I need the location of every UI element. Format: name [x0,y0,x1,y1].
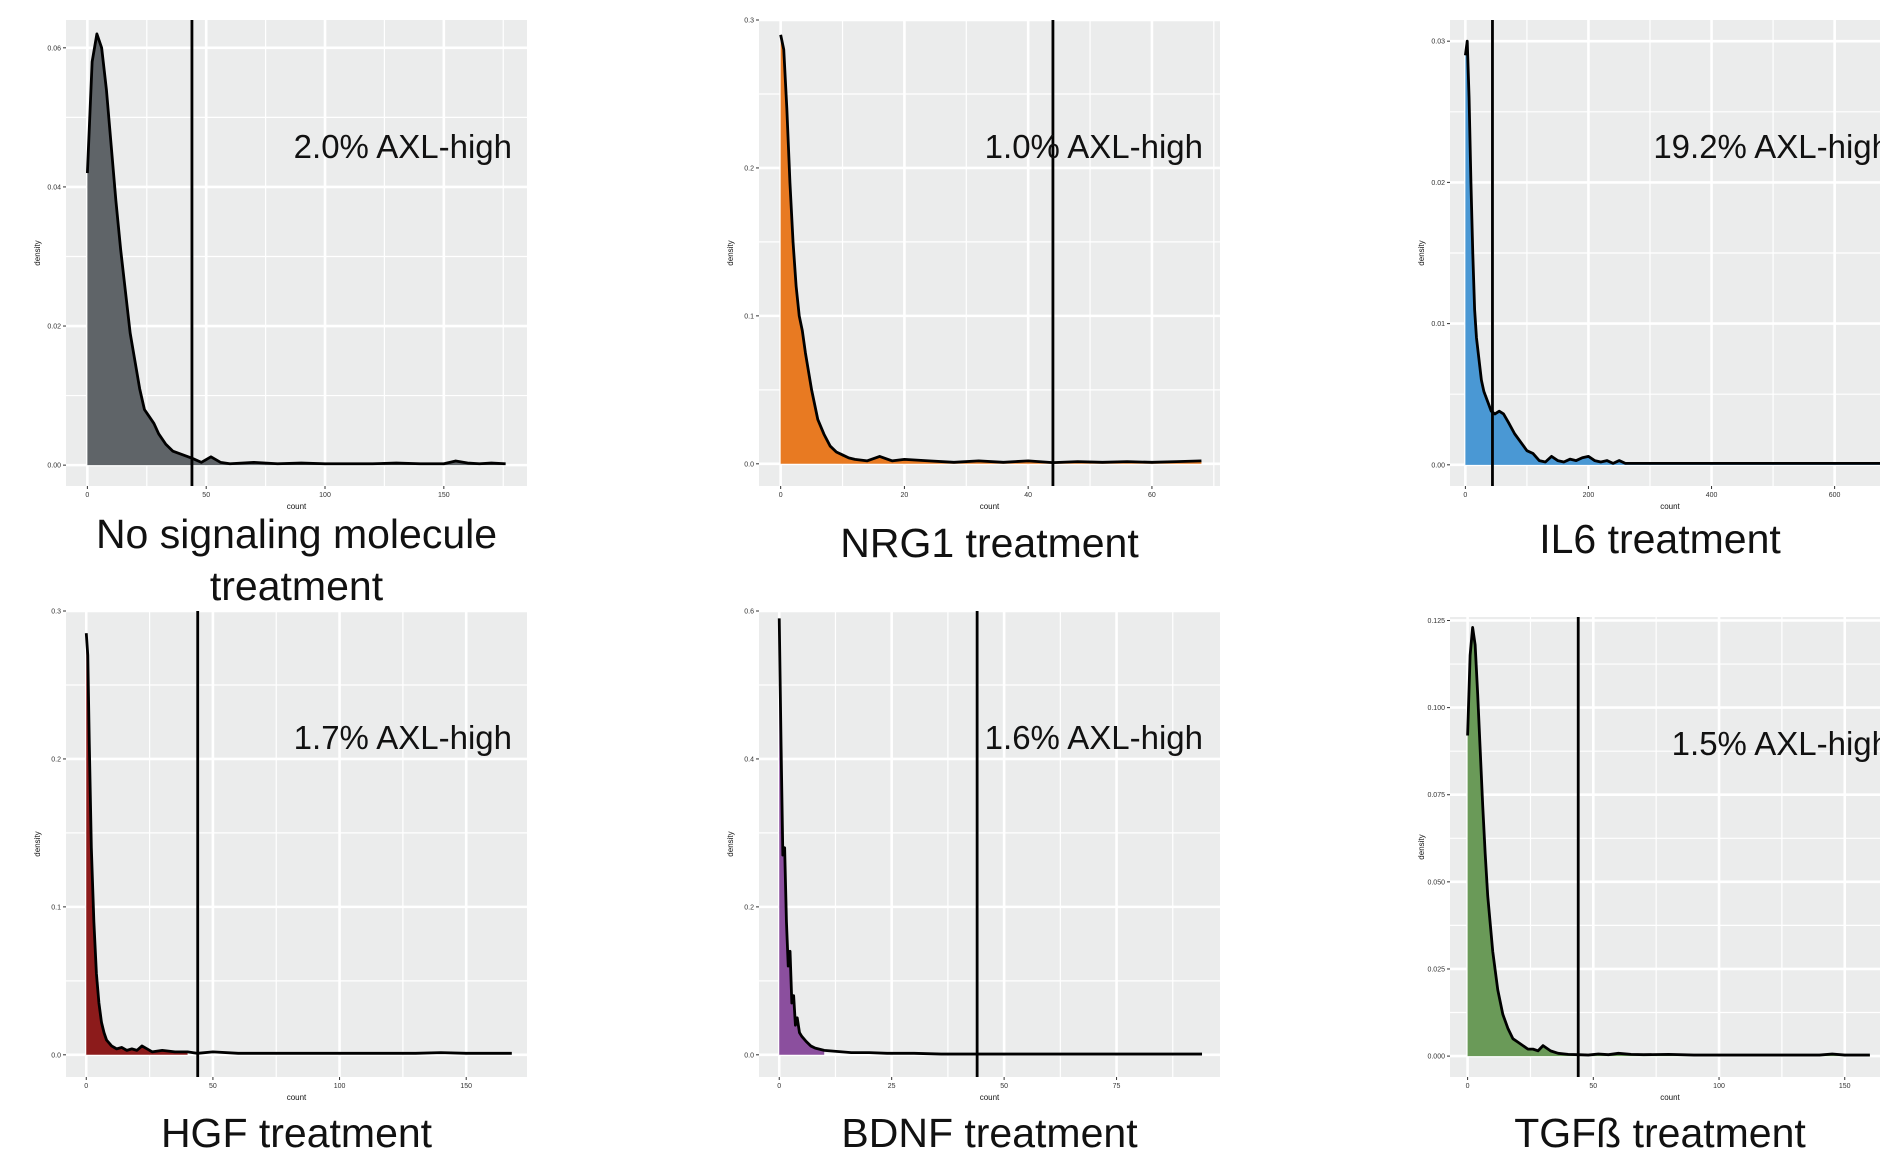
y-tick-label: 0.00 [1431,462,1445,469]
panel-0: 0.00 0.02 0.04 0.06 0 50 100 150 count density 2.0… [33,20,527,609]
x-tick-label: 40 [1024,492,1032,499]
x-tick-label: 0 [85,492,89,499]
x-tick-label: 0 [1463,492,1467,499]
treatment-title: NRG1 treatment [840,520,1139,566]
y-axis-label: density [1417,834,1426,859]
x-tick-label: 0 [84,1083,88,1090]
y-tick-label: 0.125 [1427,618,1445,625]
x-tick-label: 150 [460,1083,472,1090]
y-tick-label: 0.6 [744,609,754,616]
panel-2: 0.00 0.01 0.02 0.03 0 200 400 600 count density 19… [1417,20,1880,562]
x-tick-label: 100 [334,1083,346,1090]
x-tick-label: 0 [1466,1083,1470,1090]
axl-high-annotation: 1.7% AXL-high [294,719,512,756]
y-tick-label: 0.00 [47,463,61,470]
y-tick-label: 0.02 [1431,180,1445,187]
treatment-title: TGFß treatment [1514,1110,1806,1156]
x-tick-label: 600 [1829,492,1841,499]
density-area [87,33,506,466]
y-tick-label: 0.3 [744,18,754,25]
axl-high-annotation: 1.5% AXL-high [1672,725,1880,762]
x-tick-label: 50 [1000,1083,1008,1090]
y-tick-label: 0.025 [1427,966,1445,973]
axl-high-annotation: 19.2% AXL-high [1653,128,1880,165]
y-tick-label: 0.075 [1427,792,1445,799]
y-tick-label: 0.3 [51,609,61,616]
density-line [1463,39,1880,465]
x-tick-label: 0 [777,1083,781,1090]
treatment-title: BDNF treatment [841,1110,1138,1156]
density-line [84,633,512,1055]
treatment-title: HGF treatment [161,1110,433,1156]
y-tick-label: 0.2 [744,165,754,172]
x-tick-label: 20 [901,492,909,499]
y-axis-label: density [33,240,42,265]
y-tick-label: 0.06 [47,45,61,52]
density-line [779,34,1202,465]
x-axis-label: count [287,502,307,511]
x-tick-label: 50 [1589,1083,1597,1090]
y-axis-label: density [726,240,735,265]
panel-5: 0.000 0.025 0.050 0.075 0.100 0.125 0 50 100 150 c… [1417,617,1880,1156]
y-tick-label: 0.1 [51,904,61,911]
y-axis-label: density [726,831,735,856]
y-tick-label: 0.4 [744,756,754,763]
panel-background [759,611,1220,1077]
y-axis-label: density [33,831,42,856]
x-tick-label: 200 [1583,492,1595,499]
panel-3: 0.0 0.1 0.2 0.3 0 50 100 150 count density 1.7% AX… [33,609,527,1156]
x-tick-label: 0 [779,492,783,499]
y-tick-label: 0.1 [744,313,754,320]
y-tick-label: 0.0 [744,1052,754,1059]
y-tick-label: 0.2 [744,904,754,911]
axl-high-annotation: 1.0% AXL-high [985,128,1203,165]
treatment-title-line2: treatment [210,563,384,609]
x-tick-label: 100 [1713,1083,1725,1090]
y-tick-label: 0.2 [51,756,61,763]
panel-1: 0.0 0.1 0.2 0.3 0 20 40 60 count density 1.0% AXL-… [726,18,1220,566]
density-line [1466,626,1870,1057]
density-area [86,633,188,1055]
panel-background [66,611,527,1077]
y-tick-label: 0.000 [1427,1054,1445,1061]
y-tick-label: 0.02 [47,324,61,331]
treatment-title: No signaling molecule [96,511,497,557]
y-tick-label: 0.03 [1431,39,1445,46]
x-axis-label: count [980,1093,1000,1102]
x-tick-label: 75 [1113,1083,1121,1090]
panel-background [1450,617,1880,1077]
x-tick-label: 100 [319,492,331,499]
x-axis-label: count [287,1093,307,1102]
y-tick-label: 0.050 [1427,879,1445,886]
panel-4: 0.0 0.2 0.4 0.6 0 25 50 75 count density 1.6% AXL-… [726,609,1220,1156]
x-tick-label: 150 [438,492,450,499]
axl-high-annotation: 2.0% AXL-high [294,128,512,165]
x-tick-label: 25 [888,1083,896,1090]
x-axis-label: count [1660,502,1680,511]
y-tick-label: 0.0 [51,1052,61,1059]
density-line [85,32,506,466]
x-tick-label: 60 [1148,492,1156,499]
treatment-title: IL6 treatment [1539,516,1781,562]
density-area [1465,41,1880,465]
y-axis-label: density [1417,240,1426,265]
panel-background [759,20,1220,486]
y-tick-label: 0.100 [1427,705,1445,712]
x-tick-label: 50 [209,1083,217,1090]
x-tick-label: 150 [1839,1083,1851,1090]
x-tick-label: 400 [1706,492,1718,499]
density-line [777,618,1203,1056]
x-axis-label: count [1660,1093,1680,1102]
x-axis-label: count [980,502,1000,511]
y-tick-label: 0.0 [744,461,754,468]
y-tick-label: 0.04 [47,184,61,191]
y-tick-label: 0.01 [1431,321,1445,328]
density-area [779,618,825,1055]
axl-high-annotation: 1.6% AXL-high [985,719,1203,756]
x-tick-label: 50 [202,492,210,499]
